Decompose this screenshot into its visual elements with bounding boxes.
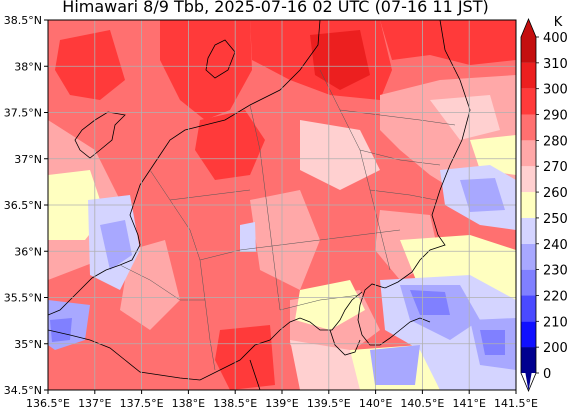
colorbar: 400 310 300 290 280 270 260 250 240 230 220 210 200 0… bbox=[520, 15, 568, 393]
x-axis-ticks: 136.5°E 137°E 137.5°E 138°E 138.5°E 139°E 139.… bbox=[26, 390, 538, 409]
colorbar-cell bbox=[521, 192, 536, 218]
colorbar-label: 250 bbox=[543, 212, 568, 227]
y-tick-label: 38°N bbox=[14, 60, 42, 73]
colorbar-cell bbox=[521, 140, 536, 167]
colorbar-label: 260 bbox=[543, 186, 568, 201]
y-tick-label: 36.5°N bbox=[4, 199, 42, 212]
colorbar-cell bbox=[521, 347, 536, 373]
x-tick-label: 137.5°E bbox=[120, 397, 164, 409]
y-tick-label: 35.5°N bbox=[4, 292, 42, 305]
colorbar-cell bbox=[521, 62, 536, 89]
y-tick-label: 35°N bbox=[14, 338, 42, 351]
colorbar-cell bbox=[521, 166, 536, 193]
colorbar-cell bbox=[521, 114, 536, 141]
y-axis-ticks: 38.5°N 38°N 37.5°N 37°N 36.5°N 36°N 35.5°N 35°N… bbox=[4, 14, 48, 397]
colorbar-label: 200 bbox=[543, 341, 568, 356]
colorbar-cell bbox=[521, 217, 536, 244]
colorbar-cell bbox=[521, 88, 536, 115]
colorbar-label: 230 bbox=[543, 264, 568, 279]
coastlines bbox=[48, 20, 471, 390]
x-tick-label: 136.5°E bbox=[26, 397, 70, 409]
colorbar-label: 0 bbox=[543, 367, 551, 382]
y-tick-label: 38.5°N bbox=[4, 14, 42, 27]
map-title: Himawari 8/9 Tbb, 2025-07-16 02 UTC (07-… bbox=[62, 0, 489, 16]
colorbar-label: 310 bbox=[543, 57, 568, 72]
x-tick-label: 138.5°E bbox=[213, 397, 257, 409]
colorbar-label: 290 bbox=[543, 109, 568, 124]
grid-lines bbox=[48, 20, 516, 390]
colorbar-cell bbox=[521, 269, 536, 296]
y-tick-label: 36°N bbox=[14, 245, 42, 258]
x-tick-label: 139.5°E bbox=[307, 397, 351, 409]
colorbar-label: 280 bbox=[543, 134, 568, 149]
colorbar-label: 210 bbox=[543, 315, 568, 330]
colorbar-cell bbox=[521, 243, 536, 270]
colorbar-label: 240 bbox=[543, 238, 568, 253]
colorbar-cell bbox=[521, 295, 536, 322]
y-tick-label: 37.5°N bbox=[4, 107, 42, 120]
colorbar-label: 300 bbox=[543, 83, 568, 98]
colorbar-label: 270 bbox=[543, 160, 568, 175]
x-tick-label: 137°E bbox=[78, 397, 111, 409]
colorbar-cell-top bbox=[521, 19, 536, 63]
x-tick-label: 139°E bbox=[265, 397, 298, 409]
prefecture-borders bbox=[119, 69, 456, 371]
colorbar-label: 220 bbox=[543, 289, 568, 304]
x-tick-label: 140.5°E bbox=[400, 397, 444, 409]
y-tick-label: 37°N bbox=[14, 153, 42, 166]
y-tick-label: 34.5°N bbox=[4, 384, 42, 397]
colorbar-label: 400 bbox=[543, 31, 568, 46]
x-tick-label: 138°E bbox=[172, 397, 205, 409]
x-tick-label: 141.5°E bbox=[494, 397, 538, 409]
colorbar-cell bbox=[521, 321, 536, 348]
x-tick-label: 140°E bbox=[359, 397, 392, 409]
x-tick-label: 141°E bbox=[452, 397, 485, 409]
colorbar-unit: K bbox=[554, 15, 563, 30]
